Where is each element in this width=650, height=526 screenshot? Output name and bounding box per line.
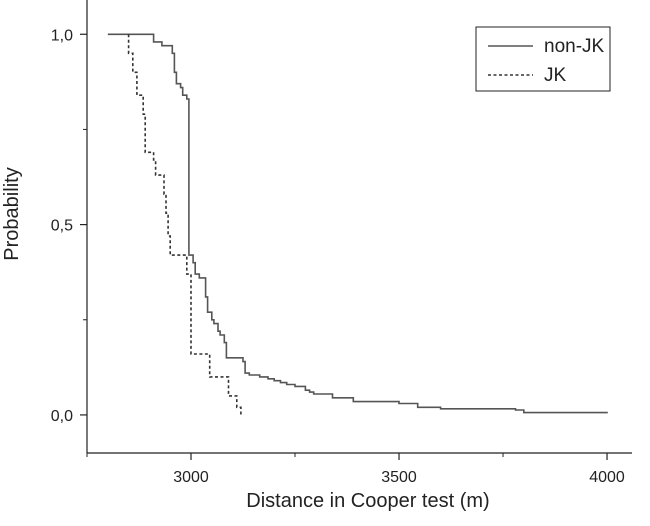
series-layer [107, 33, 608, 415]
y-axis-title: Probability [1, 167, 23, 260]
series-line-jk [127, 34, 242, 415]
x-tick-label: 4000 [589, 469, 625, 486]
y-tick-label: 0,0 [51, 408, 73, 425]
x-ticks: 3000 3500 4000 [86, 453, 625, 486]
x-axis-title: Distance in Cooper test (m) [246, 490, 489, 512]
legend-label-non-jk: non-JK [544, 36, 605, 57]
y-tick-label: 1,0 [51, 27, 73, 44]
legend-label-jk: JK [544, 65, 567, 86]
y-ticks: 0,0 0,5 1,0 [51, 27, 87, 425]
x-tick-label: 3500 [381, 469, 417, 486]
series-line-non-jk [107, 33, 608, 414]
legend: non-JK JK [475, 26, 611, 92]
legend-box [475, 26, 611, 92]
x-tick-label: 3000 [173, 469, 209, 486]
y-tick-label: 0,5 [51, 218, 73, 235]
